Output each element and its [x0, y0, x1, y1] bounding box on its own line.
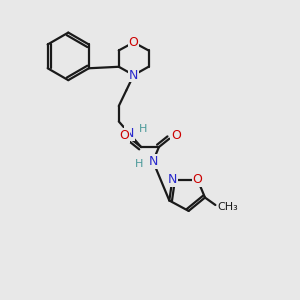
- Text: N: N: [129, 69, 138, 82]
- Text: N: N: [148, 155, 158, 168]
- Text: O: O: [119, 129, 129, 142]
- Text: O: O: [171, 129, 181, 142]
- Text: H: H: [139, 124, 148, 134]
- Text: CH₃: CH₃: [217, 202, 238, 212]
- Text: H: H: [134, 159, 143, 169]
- Text: N: N: [168, 173, 177, 186]
- Text: N: N: [124, 127, 134, 140]
- Text: O: O: [129, 36, 139, 49]
- Text: O: O: [193, 173, 202, 186]
